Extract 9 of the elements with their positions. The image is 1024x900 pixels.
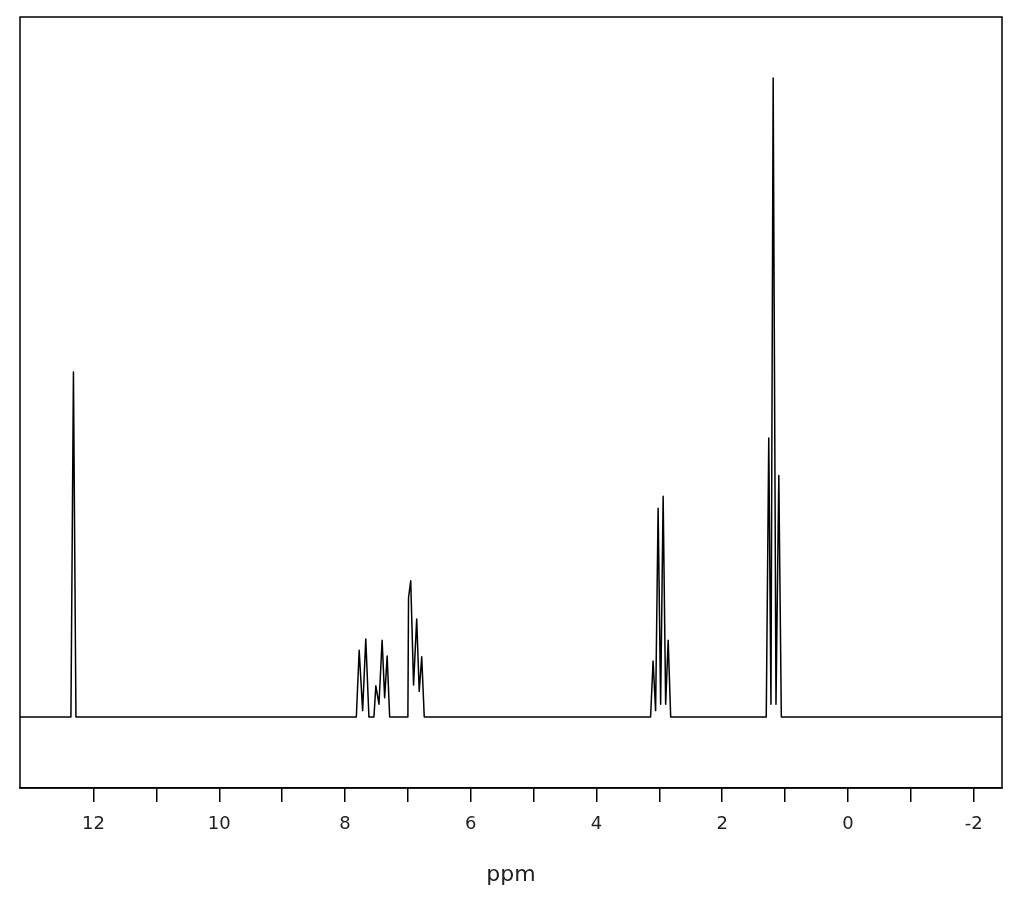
x-tick-label: 0 [842, 812, 854, 834]
x-tick-label: -2 [964, 812, 983, 834]
x-tick-label: 4 [590, 812, 603, 834]
x-tick-label: 12 [82, 812, 106, 834]
x-tick-label: 6 [465, 812, 477, 834]
x-tick-label: 8 [339, 812, 351, 834]
x-axis-title: ppm [486, 860, 536, 886]
x-tick-label: 10 [207, 812, 231, 834]
x-tick-label: 2 [716, 812, 728, 834]
